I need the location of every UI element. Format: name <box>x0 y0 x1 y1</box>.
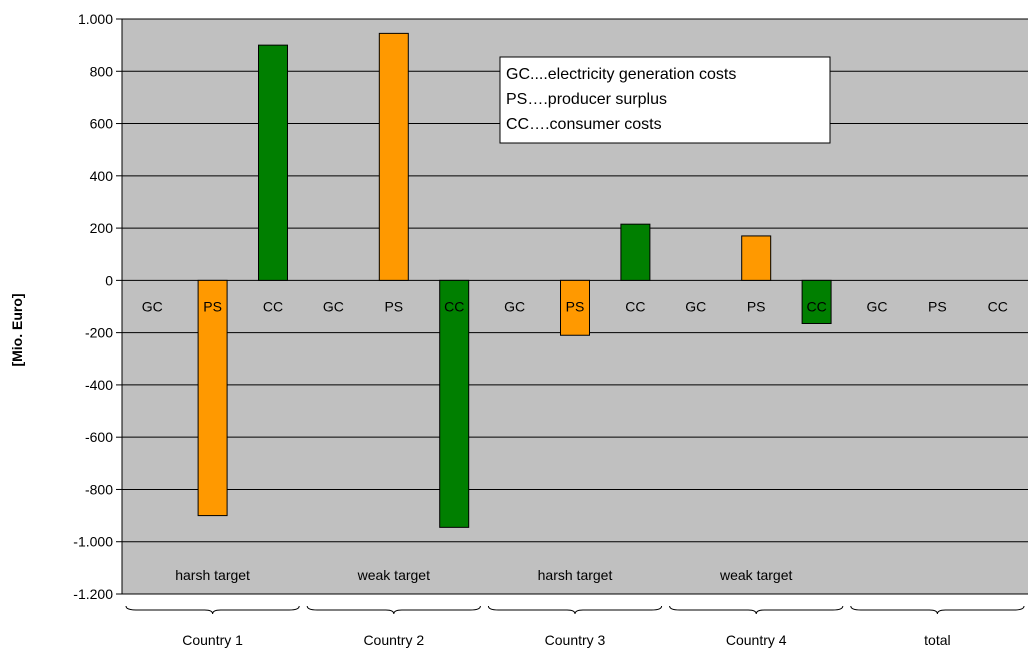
category-label: CC <box>806 298 826 314</box>
y-tick-label: -200 <box>85 325 113 341</box>
scenario-label: weak target <box>357 567 430 583</box>
category-label: GC <box>867 298 888 314</box>
bar-cc <box>439 279 470 528</box>
y-tick-label: -400 <box>85 377 113 393</box>
category-label: GC <box>323 298 344 314</box>
category-label: PS <box>384 298 403 314</box>
y-tick-label: -600 <box>85 429 113 445</box>
category-label: PS <box>203 298 222 314</box>
category-label: PS <box>928 298 947 314</box>
group-label: Country 1 <box>182 632 243 648</box>
bar-cc <box>258 44 288 281</box>
group-brace <box>850 605 1025 615</box>
category-label: CC <box>263 298 283 314</box>
category-label: GC <box>504 298 525 314</box>
y-tick-label: 1.000 <box>78 11 113 27</box>
group-brace <box>125 605 300 615</box>
y-tick-label: 800 <box>90 63 114 79</box>
scenario-label: harsh target <box>175 567 250 583</box>
y-tick-label: 600 <box>90 116 114 132</box>
legend-entry-cc: CC….consumer costs <box>506 116 662 133</box>
legend-box <box>499 56 831 144</box>
bar-cc <box>801 279 832 324</box>
bar-ps <box>560 279 590 336</box>
group-label: Country 3 <box>545 632 606 648</box>
category-label: CC <box>444 298 464 314</box>
y-tick-label: 0 <box>105 272 113 288</box>
y-tick-label: -800 <box>85 481 113 497</box>
category-label: PS <box>747 298 766 314</box>
scenario-label: harsh target <box>538 567 613 583</box>
group-label: Country 2 <box>363 632 424 648</box>
category-label: CC <box>625 298 645 314</box>
bar-ps <box>197 279 228 517</box>
legend-entry-gc: GC....electricity generation costs <box>506 66 736 83</box>
y-tick-label: 200 <box>90 220 114 236</box>
group-label: Country 4 <box>726 632 787 648</box>
category-label: PS <box>566 298 585 314</box>
scenario-label: weak target <box>719 567 792 583</box>
bar-ps <box>378 32 409 281</box>
category-label: GC <box>685 298 706 314</box>
legend: GC....electricity generation costs PS….p… <box>499 56 831 144</box>
category-label: GC <box>142 298 163 314</box>
legend-entry-ps: PS….producer surplus <box>506 91 667 108</box>
group-brace <box>487 605 663 615</box>
y-tick-label: -1.000 <box>73 534 113 550</box>
y-tick-label: 400 <box>90 168 114 184</box>
y-axis-label: [Mio. Euro] <box>9 293 25 366</box>
y-tick-label: -1.200 <box>73 586 113 602</box>
bar-ps <box>741 235 772 281</box>
group-brace <box>669 605 844 615</box>
group-label: total <box>924 632 950 648</box>
group-brace <box>306 605 481 615</box>
category-label: CC <box>988 298 1008 314</box>
bar-cc <box>620 223 651 281</box>
